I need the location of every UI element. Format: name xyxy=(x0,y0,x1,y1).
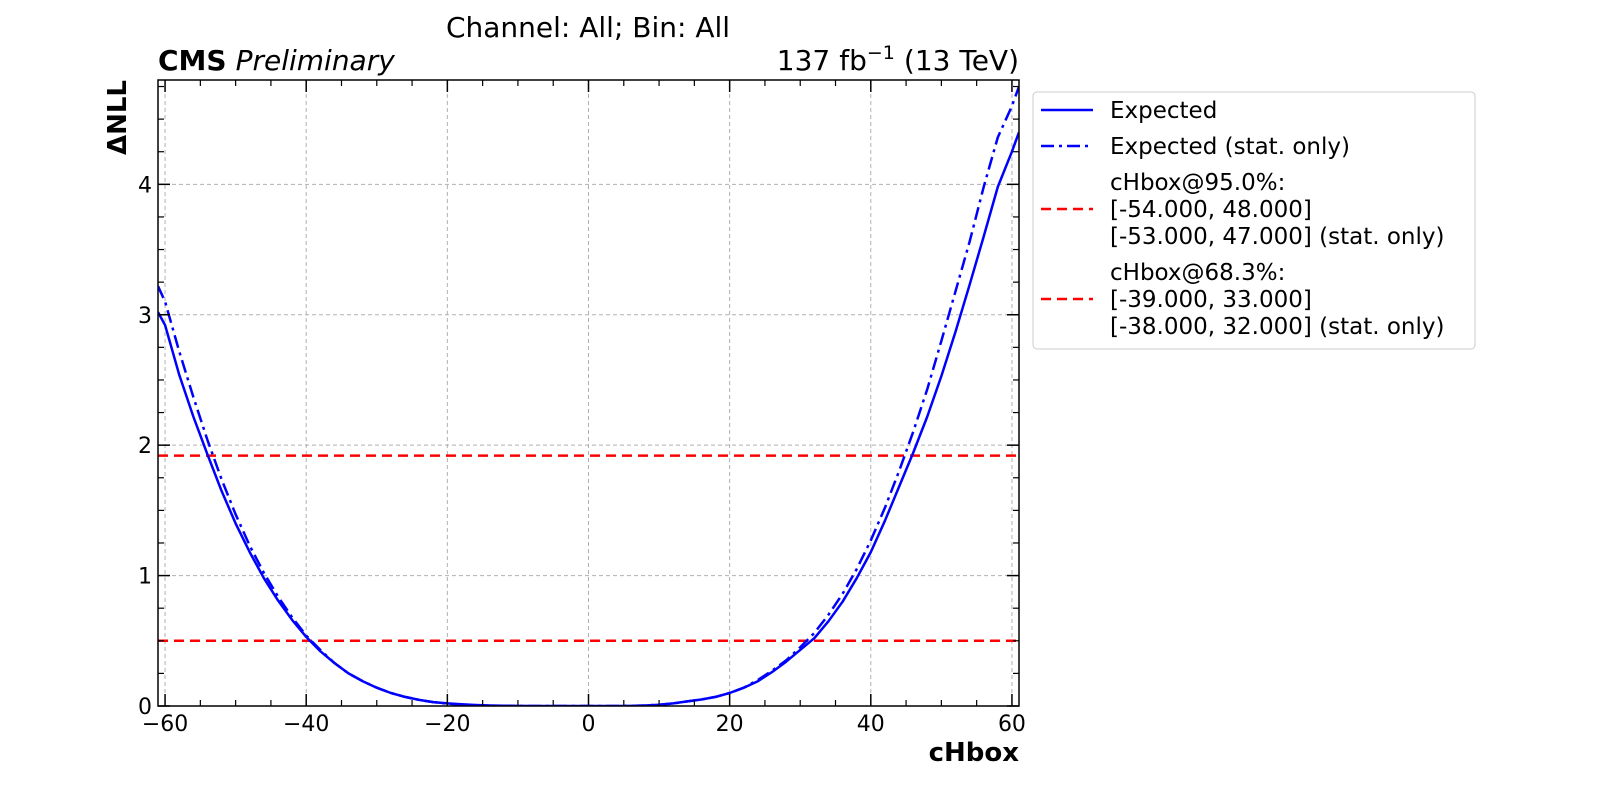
expected-curve xyxy=(158,131,1019,706)
legend-entry: Expected xyxy=(1041,98,1217,124)
y-axis-label: ΔNLL xyxy=(103,80,133,155)
x-tick-label: −60 xyxy=(142,712,188,737)
legend-label: Expected xyxy=(1110,98,1217,124)
x-tick-label: 0 xyxy=(582,712,596,737)
legend-label: cHbox@95.0%: xyxy=(1110,170,1285,196)
x-tick-label: −40 xyxy=(283,712,329,737)
legend-label: [-39.000, 33.000] xyxy=(1110,287,1312,313)
x-tick-label: 20 xyxy=(716,712,744,737)
legend-box xyxy=(1032,91,1476,350)
y-tick-label: 3 xyxy=(138,304,152,329)
status-label: Preliminary xyxy=(236,44,396,77)
legend: Expected Expected (stat. only) cHbox@95.0%… xyxy=(1032,91,1476,350)
axis-ticks xyxy=(158,80,1019,707)
x-axis-label: cHbox xyxy=(929,738,1020,768)
lumi-value: 137 xyxy=(777,44,830,77)
x-tick-label: −20 xyxy=(424,712,470,737)
x-tick-label: 60 xyxy=(998,712,1026,737)
legend-label: Expected (stat. only) xyxy=(1110,134,1350,160)
x-tick-label: 40 xyxy=(857,712,885,737)
legend-entry: cHbox@68.3%:[-39.000, 33.000][-38.000, 3… xyxy=(1041,260,1444,340)
lumi-label: 137 fb−1 (13 TeV) xyxy=(777,42,1019,77)
chart-title: Channel: All; Bin: All xyxy=(446,11,730,44)
legend-label: [-38.000, 32.000] (stat. only) xyxy=(1110,314,1444,340)
lumi-unit: fb xyxy=(839,44,867,77)
legend-label: [-54.000, 48.000] xyxy=(1110,197,1312,223)
y-tick-label: 2 xyxy=(138,434,152,459)
y-tick-label: 4 xyxy=(138,173,152,198)
experiment-label: CMS Preliminary xyxy=(158,44,395,77)
experiment-name: CMS xyxy=(158,44,227,77)
y-tick-label: 0 xyxy=(138,695,152,720)
expected-stat-only-curve xyxy=(158,86,1019,706)
lumi-energy: (13 TeV) xyxy=(904,44,1019,77)
legend-label: cHbox@68.3%: xyxy=(1110,260,1285,286)
axis-tick-labels: −60 −40 −20 0 20 40 60 0 1 2 3 4 xyxy=(138,173,1026,737)
legend-label: [-53.000, 47.000] (stat. only) xyxy=(1110,224,1444,250)
y-tick-label: 1 xyxy=(138,565,152,590)
legend-entry: cHbox@95.0%:[-54.000, 48.000][-53.000, 4… xyxy=(1041,170,1444,250)
lumi-exponent: −1 xyxy=(867,42,895,64)
legend-entry: Expected (stat. only) xyxy=(1041,134,1350,160)
series-curves xyxy=(158,86,1019,706)
